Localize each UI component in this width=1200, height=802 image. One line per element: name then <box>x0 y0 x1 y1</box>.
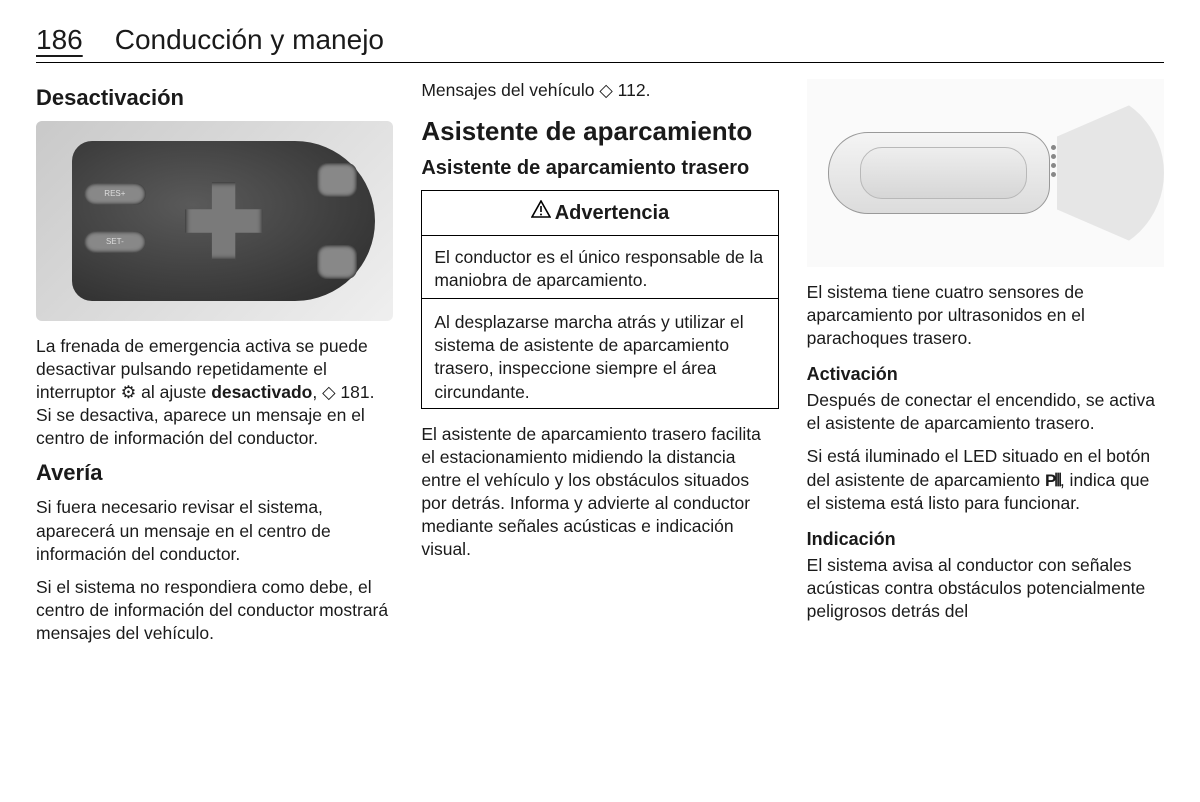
column-3: El sistema tiene cuatro sensores de apar… <box>807 79 1164 655</box>
column-1: Desactivación RES+ SET- La frenada de em… <box>36 79 393 655</box>
car-top-view-icon <box>828 132 1050 215</box>
heading-deactivation: Desactivación <box>36 85 393 111</box>
paragraph-led: Si está iluminado el LED situado en el b… <box>807 445 1164 515</box>
paragraph-activation: Después de conectar el encendido, se act… <box>807 389 1164 435</box>
parking-assist-icon: P⦀ <box>1045 471 1060 490</box>
heading-parking-assist: Asistente de aparcamiento <box>421 116 778 147</box>
chapter-title: Conducción y manejo <box>115 24 384 56</box>
figure-steering-wheel-controls: RES+ SET- <box>36 121 393 321</box>
warning-box: Advertencia El conductor es el único res… <box>421 190 778 409</box>
warning-title: Advertencia <box>422 191 777 236</box>
heading-indication: Indicación <box>807 529 1164 550</box>
paragraph-sensors: El sistema tiene cuatro sensores de apar… <box>807 281 1164 350</box>
warning-title-text: Advertencia <box>555 202 670 224</box>
steering-wheel-hub: RES+ SET- <box>72 141 376 301</box>
res-plus-button-icon: RES+ <box>84 183 146 205</box>
warning-divider <box>422 298 777 299</box>
heading-activation: Activación <box>807 364 1164 385</box>
paragraph-parking-desc: El asistente de aparcamiento trasero fac… <box>421 423 778 562</box>
heading-rear-parking-assist: Asistente de aparcamiento trasero <box>421 157 778 180</box>
page-header: 186 Conducción y manejo <box>36 24 1164 63</box>
paragraph-deactivation: La frenada de emergencia activa se puede… <box>36 335 393 450</box>
rear-sensors-icon <box>1051 141 1054 193</box>
figure-car-sensors <box>807 79 1164 267</box>
warning-paragraph-1: El conductor es el único respon­sable de… <box>422 236 777 296</box>
warning-triangle-icon <box>531 200 551 224</box>
aux-button-top-icon <box>317 163 357 197</box>
heading-fault: Avería <box>36 460 393 486</box>
paragraph-indication: El sistema avisa al conductor con se­ñal… <box>807 554 1164 623</box>
paragraph-fault-2: Si el sistema no respondiera como debe, … <box>36 576 393 645</box>
dpad-icon <box>185 182 263 260</box>
sensor-cone-icon <box>1057 90 1164 255</box>
page-number: 186 <box>36 24 83 56</box>
set-minus-button-icon: SET- <box>84 231 146 253</box>
paragraph-fault-1: Si fuera necesario revisar el sistema, a… <box>36 496 393 565</box>
column-2: Mensajes del vehículo ◇ 112. Asistente d… <box>421 79 778 655</box>
text-bold-desactivado: desactivado <box>211 382 312 402</box>
warning-paragraph-2: Al desplazarse marcha atrás y uti­lizar … <box>422 301 777 407</box>
warning-body: El conductor es el único respon­sable de… <box>422 236 777 408</box>
content-columns: Desactivación RES+ SET- La frenada de em… <box>36 79 1164 655</box>
paragraph-msg-ref: Mensajes del vehículo ◇ 112. <box>421 79 778 102</box>
aux-button-bottom-icon <box>317 245 357 279</box>
